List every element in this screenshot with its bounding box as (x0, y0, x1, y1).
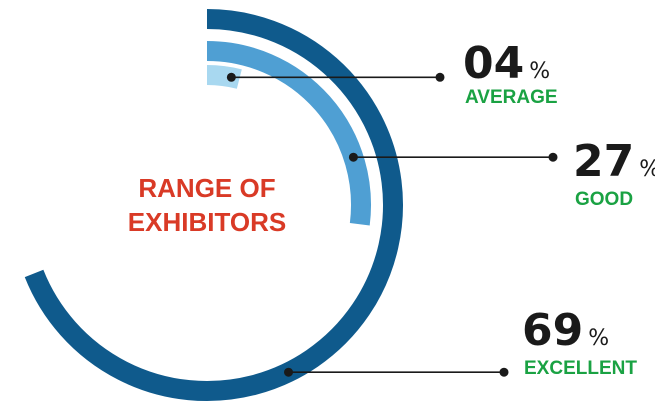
leader-dot-end-average (435, 72, 445, 82)
value-labels: 04% AVERAGE 27% GOOD 69% EXCELLENT (463, 38, 655, 379)
leader-dot-end-excellent (499, 367, 509, 377)
unit-good: % (639, 157, 655, 182)
unit-average: % (529, 59, 550, 84)
center-title-line-2: EXHIBITORS (128, 207, 286, 237)
label-average: AVERAGE (465, 87, 558, 108)
value-excellent: 69 (522, 305, 583, 356)
label-good: GOOD (575, 189, 633, 210)
center-title-line-1: RANGE OF (138, 173, 275, 203)
leader-dot-arc-good (348, 152, 358, 162)
label-excellent: EXCELLENT (524, 358, 637, 379)
arc-good (206, 41, 371, 226)
leader-dot-arc-average (226, 72, 236, 82)
value-good: 27 (573, 136, 634, 187)
leader-dot-arc-excellent (284, 367, 294, 377)
value-average: 04 (463, 38, 524, 89)
chart-arcs (24, 9, 403, 401)
arc-average (206, 64, 242, 89)
leader-lines (226, 72, 558, 377)
arc-excellent (24, 9, 403, 401)
leader-dot-end-good (548, 152, 558, 162)
unit-excellent: % (588, 326, 609, 351)
